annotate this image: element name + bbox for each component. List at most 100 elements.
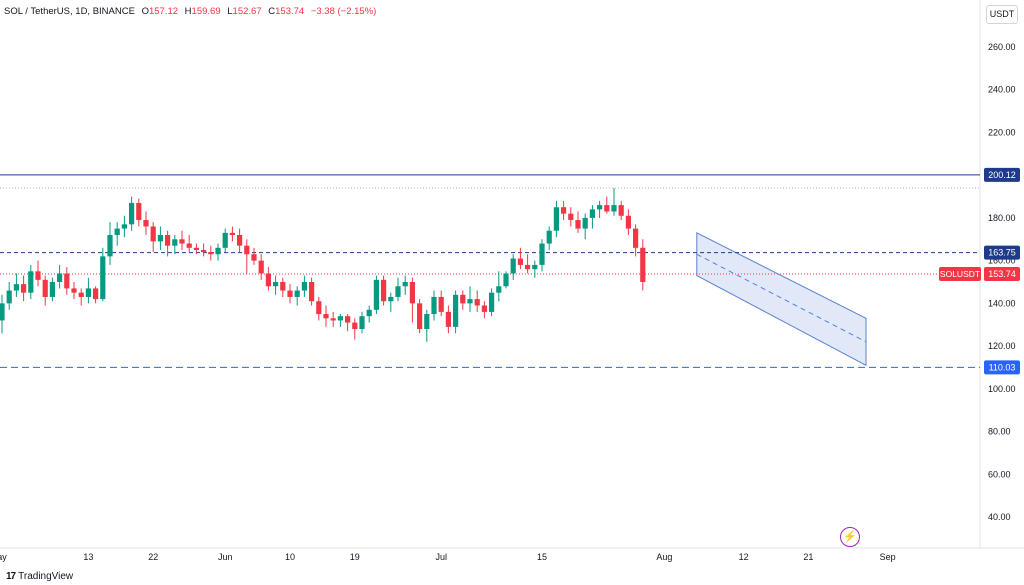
candle-body[interactable] xyxy=(366,309,372,317)
candle-body[interactable] xyxy=(129,202,135,225)
candle-body[interactable] xyxy=(503,273,509,287)
candle-body[interactable] xyxy=(575,220,581,229)
candle-body[interactable] xyxy=(273,282,279,287)
candle-body[interactable] xyxy=(13,284,19,291)
high-label: H xyxy=(184,6,192,17)
candle-body[interactable] xyxy=(201,249,207,253)
candle-body[interactable] xyxy=(517,258,523,265)
candle-body[interactable] xyxy=(157,235,163,242)
candle-body[interactable] xyxy=(294,290,300,297)
candle-body[interactable] xyxy=(460,294,466,304)
candle-body[interactable] xyxy=(208,252,214,255)
candle-body[interactable] xyxy=(100,256,106,300)
candle-body[interactable] xyxy=(193,247,199,250)
candle-body[interactable] xyxy=(352,322,358,329)
candle-body[interactable] xyxy=(359,316,365,329)
candle-body[interactable] xyxy=(6,290,12,304)
candle-body[interactable] xyxy=(179,239,185,244)
x-tick-label: 22 xyxy=(148,552,158,562)
candle-body[interactable] xyxy=(165,235,171,246)
candle-body[interactable] xyxy=(424,314,430,329)
y-tick-label: 120.00 xyxy=(988,341,1016,351)
candle-body[interactable] xyxy=(561,207,567,214)
candle-body[interactable] xyxy=(481,305,487,312)
candle-body[interactable] xyxy=(229,232,235,235)
candle-body[interactable] xyxy=(640,247,646,282)
candle-body[interactable] xyxy=(251,254,257,261)
candle-body[interactable] xyxy=(316,301,322,315)
candle-body[interactable] xyxy=(402,282,408,287)
candle-body[interactable] xyxy=(445,311,451,327)
candle-body[interactable] xyxy=(582,217,588,229)
candle-body[interactable] xyxy=(57,273,63,282)
candle-body[interactable] xyxy=(121,224,127,229)
symbol-badge: SOLUSDT xyxy=(940,269,980,279)
candle-body[interactable] xyxy=(93,288,99,300)
candle-body[interactable] xyxy=(546,230,552,244)
candle-body[interactable] xyxy=(489,292,495,312)
candle-body[interactable] xyxy=(525,264,531,270)
candle-body[interactable] xyxy=(186,243,192,248)
candle-body[interactable] xyxy=(496,286,502,293)
candle-body[interactable] xyxy=(330,318,336,321)
candle-body[interactable] xyxy=(150,226,156,242)
candle-body[interactable] xyxy=(172,239,178,246)
candle-body[interactable] xyxy=(64,273,70,289)
candle-body[interactable] xyxy=(417,303,423,329)
candle-body[interactable] xyxy=(143,220,149,227)
candle-body[interactable] xyxy=(136,202,142,221)
candle-body[interactable] xyxy=(431,296,437,315)
candle-body[interactable] xyxy=(597,205,603,210)
candle-body[interactable] xyxy=(604,205,610,212)
candle-body[interactable] xyxy=(625,215,631,229)
candle-body[interactable] xyxy=(237,235,243,246)
candle-body[interactable] xyxy=(568,213,574,221)
candle-body[interactable] xyxy=(337,316,343,321)
candle-body[interactable] xyxy=(553,207,559,231)
candle-body[interactable] xyxy=(467,299,473,304)
candle-body[interactable] xyxy=(244,245,250,255)
candle-body[interactable] xyxy=(49,282,55,297)
candle-body[interactable] xyxy=(107,235,113,257)
candle-body[interactable] xyxy=(114,228,120,235)
y-tick-label: 140.00 xyxy=(988,298,1016,308)
candle-body[interactable] xyxy=(618,205,624,216)
candle-body[interactable] xyxy=(280,282,286,291)
candle-body[interactable] xyxy=(589,209,595,218)
candle-body[interactable] xyxy=(532,264,538,270)
candle-body[interactable] xyxy=(301,282,307,291)
currency-button[interactable]: USDT xyxy=(986,5,1018,24)
candle-body[interactable] xyxy=(42,279,48,297)
candle-body[interactable] xyxy=(438,296,444,312)
candle-body[interactable] xyxy=(309,282,315,302)
candle-body[interactable] xyxy=(28,271,34,293)
candle-body[interactable] xyxy=(633,228,639,248)
candle-body[interactable] xyxy=(345,316,351,323)
candle-body[interactable] xyxy=(474,299,480,306)
candle-body[interactable] xyxy=(388,296,394,302)
candle-body[interactable] xyxy=(323,314,329,319)
candle-body[interactable] xyxy=(510,258,516,274)
candle-body[interactable] xyxy=(78,292,84,297)
candle-body[interactable] xyxy=(258,260,264,274)
candle-body[interactable] xyxy=(611,205,617,212)
candle-body[interactable] xyxy=(409,282,415,304)
candle-body[interactable] xyxy=(395,286,401,297)
candle-body[interactable] xyxy=(453,294,459,327)
parallel-channel[interactable] xyxy=(696,232,867,367)
candle-body[interactable] xyxy=(0,303,5,321)
candle-body[interactable] xyxy=(265,273,271,287)
resistance-label-bg xyxy=(984,167,1020,182)
candle-body[interactable] xyxy=(85,288,91,297)
candle-body[interactable] xyxy=(287,290,293,297)
lightning-icon[interactable]: ⚡ xyxy=(840,527,860,547)
candle-body[interactable] xyxy=(381,279,387,302)
candle-body[interactable] xyxy=(71,288,77,293)
candle-body[interactable] xyxy=(35,271,41,280)
candle-body[interactable] xyxy=(539,243,545,265)
candle-body[interactable] xyxy=(373,279,379,310)
candle-body[interactable] xyxy=(21,284,27,293)
candle-body[interactable] xyxy=(222,232,228,248)
candle-body[interactable] xyxy=(215,247,221,255)
